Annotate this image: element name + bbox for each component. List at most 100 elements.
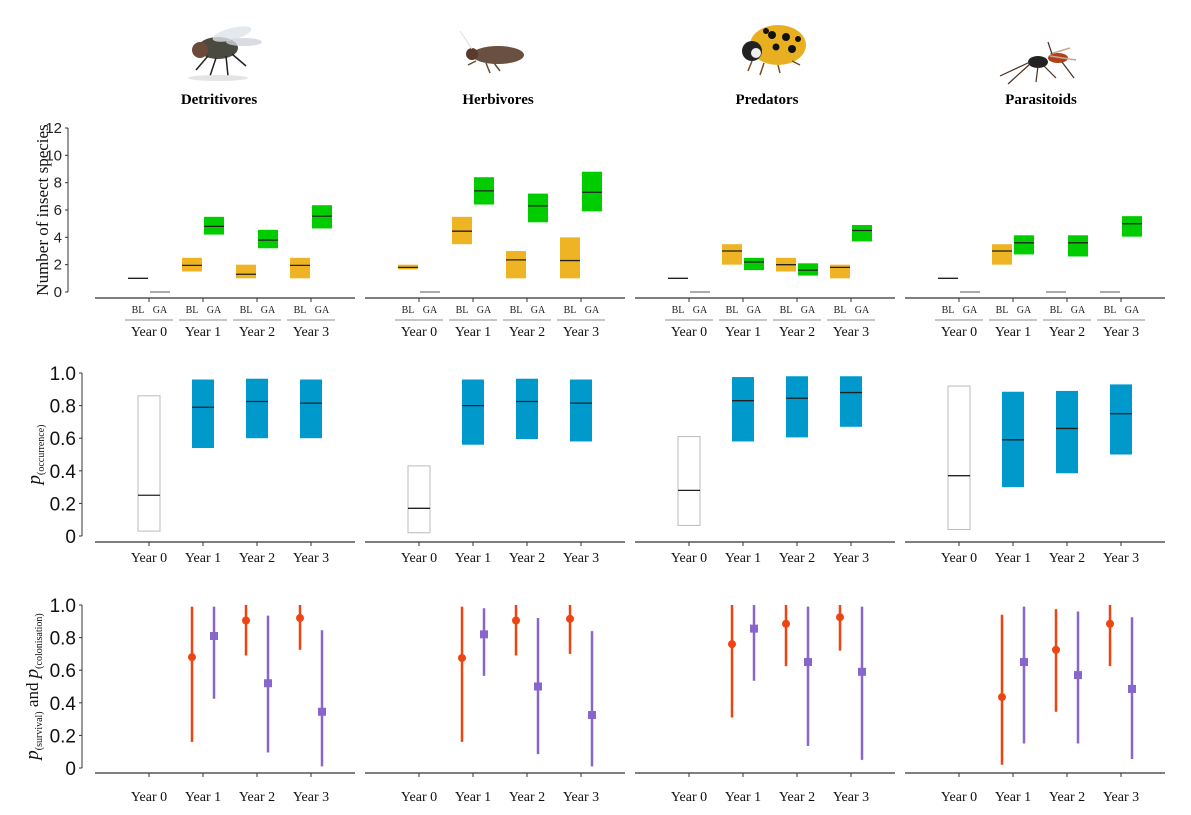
box-ga xyxy=(1068,235,1088,257)
y-tick-label: 4 xyxy=(54,229,62,246)
sub-label-bl: BL xyxy=(1104,305,1117,316)
x-tick-label: Year 3 xyxy=(293,325,329,340)
x-tick-label: Year 3 xyxy=(833,790,869,805)
x-tick-label: Year 3 xyxy=(833,551,869,566)
box-occurrence xyxy=(462,379,484,445)
leafhopper-icon xyxy=(459,30,524,74)
x-tick-label: Year 1 xyxy=(725,325,761,340)
box-occurrence-prior xyxy=(947,385,971,530)
x-tick-label: Year 1 xyxy=(725,790,761,805)
sub-label-ga: GA xyxy=(477,305,492,316)
sub-label-bl: BL xyxy=(942,305,955,316)
colonisation-point xyxy=(588,711,596,720)
wasp-icon xyxy=(999,41,1077,85)
sub-label-ga: GA xyxy=(855,305,870,316)
sub-label-bl: BL xyxy=(564,305,577,316)
box-occurrence xyxy=(786,376,808,438)
y-tick-label: 2 xyxy=(54,257,62,274)
x-tick-label: Year 2 xyxy=(509,325,545,340)
survival-point xyxy=(998,693,1006,702)
sub-label-ga: GA xyxy=(531,305,546,316)
x-tick-label: Year 2 xyxy=(239,790,275,805)
sub-label-bl: BL xyxy=(1050,305,1063,316)
survival-point xyxy=(512,616,520,625)
survival-point xyxy=(782,619,790,628)
sub-label-ga: GA xyxy=(315,305,330,316)
x-tick-label: Year 2 xyxy=(1049,790,1085,805)
x-tick-label: Year 2 xyxy=(1049,551,1085,566)
y-tick-label: 1.0 xyxy=(50,596,76,617)
colonisation-point xyxy=(804,658,812,667)
survival-point xyxy=(566,614,574,623)
x-tick-label: Year 0 xyxy=(131,790,167,805)
survival-point xyxy=(242,616,250,625)
y-tick-label: 0.8 xyxy=(50,397,76,418)
survival-point xyxy=(836,613,844,622)
survival-point xyxy=(1106,619,1114,628)
y-tick-label: 0 xyxy=(54,284,62,301)
x-tick-label: Year 1 xyxy=(725,551,761,566)
column-title-predators: Predators xyxy=(735,92,798,108)
x-tick-label: Year 2 xyxy=(1049,325,1085,340)
colonisation-point xyxy=(210,631,218,640)
box-ga xyxy=(582,171,602,212)
box-ga xyxy=(852,225,872,242)
x-tick-label: Year 3 xyxy=(1103,790,1139,805)
sub-label-ga: GA xyxy=(1125,305,1140,316)
x-tick-label: Year 3 xyxy=(1103,551,1139,566)
ladybird-icon xyxy=(742,25,806,76)
colonisation-point xyxy=(534,682,542,691)
x-tick-label: Year 0 xyxy=(131,551,167,566)
box-ga xyxy=(744,257,764,271)
y-tick-label: 1.0 xyxy=(50,364,76,385)
y-tick-label: 0.4 xyxy=(50,462,77,483)
sub-label-ga: GA xyxy=(261,305,276,316)
x-tick-label: Year 2 xyxy=(779,325,815,340)
sub-label-bl: BL xyxy=(186,305,199,316)
survival-point xyxy=(458,653,466,662)
x-tick-label: Year 2 xyxy=(779,551,815,566)
box-ga xyxy=(1014,235,1034,255)
sub-label-bl: BL xyxy=(402,305,415,316)
box-ga xyxy=(1122,216,1142,237)
y-tick-label: 8 xyxy=(54,175,62,192)
x-tick-label: Year 2 xyxy=(239,325,275,340)
colonisation-point xyxy=(858,667,866,676)
x-tick-label: Year 0 xyxy=(401,325,437,340)
x-tick-label: Year 3 xyxy=(563,790,599,805)
x-tick-label: Year 0 xyxy=(671,325,707,340)
sub-label-bl: BL xyxy=(672,305,685,316)
x-tick-label: Year 2 xyxy=(779,790,815,805)
x-tick-label: Year 0 xyxy=(671,551,707,566)
sub-label-bl: BL xyxy=(726,305,739,316)
x-tick-label: Year 0 xyxy=(131,325,167,340)
fly-icon xyxy=(188,26,262,81)
box-occurrence xyxy=(840,376,862,427)
column-title-herbivores: Herbivores xyxy=(462,92,534,108)
sub-label-ga: GA xyxy=(1071,305,1086,316)
box-bl xyxy=(452,216,472,245)
y-tick-label: 0.6 xyxy=(50,661,76,682)
x-tick-label: Year 1 xyxy=(455,790,491,805)
x-tick-label: Year 0 xyxy=(671,790,707,805)
x-tick-label: Year 1 xyxy=(185,325,221,340)
sub-label-ga: GA xyxy=(801,305,816,316)
box-ga xyxy=(258,229,278,249)
sub-label-bl: BL xyxy=(132,305,145,316)
box-occurrence xyxy=(192,379,214,448)
colonisation-point xyxy=(1074,671,1082,680)
colonisation-point xyxy=(1128,684,1136,693)
x-tick-label: Year 1 xyxy=(455,325,491,340)
box-occurrence-prior xyxy=(137,395,161,532)
y-tick-label: 0.6 xyxy=(50,429,76,450)
box-occurrence xyxy=(1110,384,1132,455)
y-tick-label: 0.4 xyxy=(50,694,77,715)
box-occurrence-prior xyxy=(677,436,701,526)
box-ga xyxy=(528,193,548,223)
column-title-detritivores: Detritivores xyxy=(181,92,258,108)
box-bl xyxy=(722,244,742,265)
sub-label-ga: GA xyxy=(963,305,978,316)
box-occurrence xyxy=(732,377,754,442)
x-tick-label: Year 2 xyxy=(509,790,545,805)
